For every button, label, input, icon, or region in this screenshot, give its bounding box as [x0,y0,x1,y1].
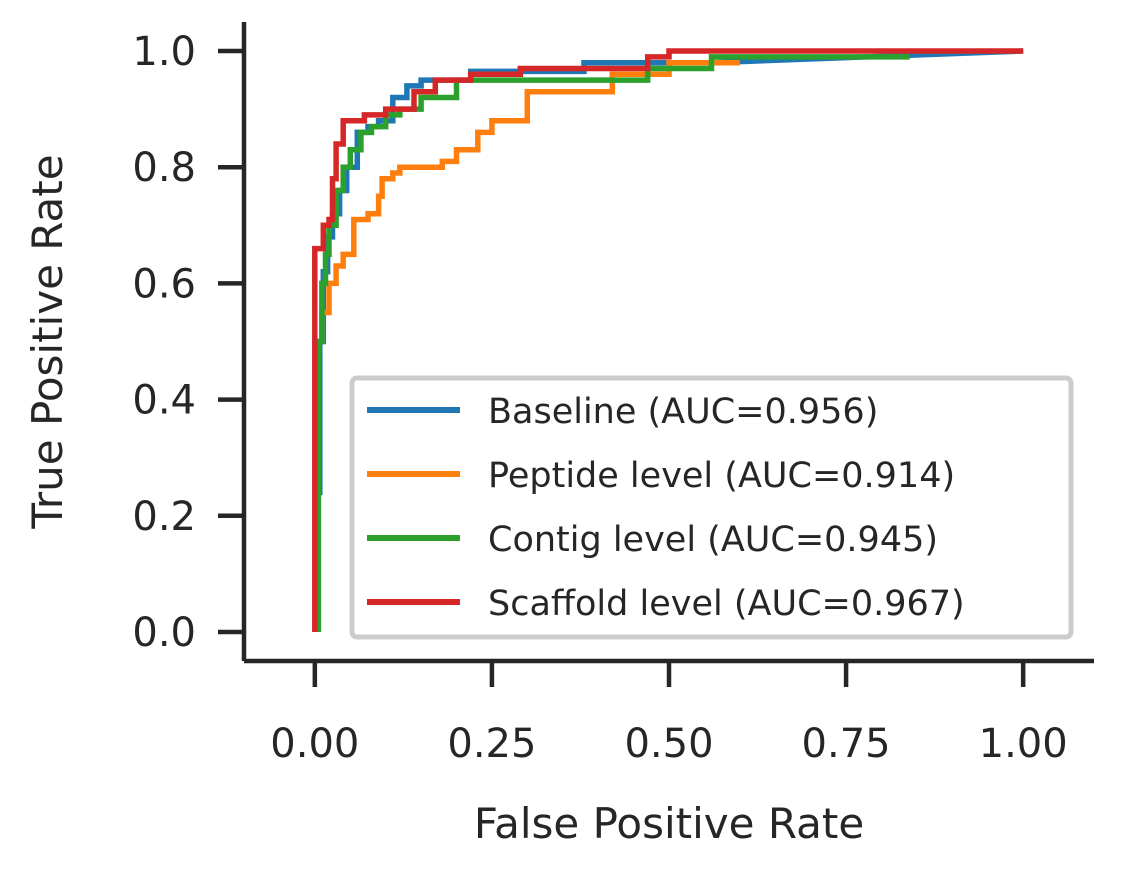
roc-curve-series-2 [314,59,740,632]
legend-label: Peptide level (AUC=0.914) [488,456,955,496]
y-tick-label: 0.0 [132,610,196,656]
legend-label: Scaffold level (AUC=0.967) [488,584,965,624]
legend-frame [349,375,1074,640]
series-layer [312,48,1024,632]
legend-label: Contig level (AUC=0.945) [488,520,938,560]
y-tick-label: 1.0 [132,29,196,75]
y-tick-label: 0.6 [132,261,196,307]
x-tick-label: 1.00 [979,721,1068,767]
x-tick-label: 0.00 [270,721,359,767]
x-tick-label: 0.75 [802,721,891,767]
legend: Baseline (AUC=0.956) Peptide level (AUC=0… [349,375,1074,640]
y-tick-label: 0.2 [132,494,196,540]
y-tick-label: 0.4 [132,378,196,424]
roc-curve-series-4 [312,48,1024,632]
x-tick-label: 0.25 [447,721,536,767]
x-tick-label: 0.50 [624,721,713,767]
y-tick-label: 0.8 [132,145,196,191]
x-axis-label: False Positive Rate [474,799,864,848]
axes-layer: 0.00 0.25 0.50 0.75 1.00 0.0 0.2 0.4 0.6 0.8 1.0 [132,22,1094,767]
y-axis-label: True Positive Rate [23,154,72,529]
legend-label: Baseline (AUC=0.956) [488,392,878,432]
